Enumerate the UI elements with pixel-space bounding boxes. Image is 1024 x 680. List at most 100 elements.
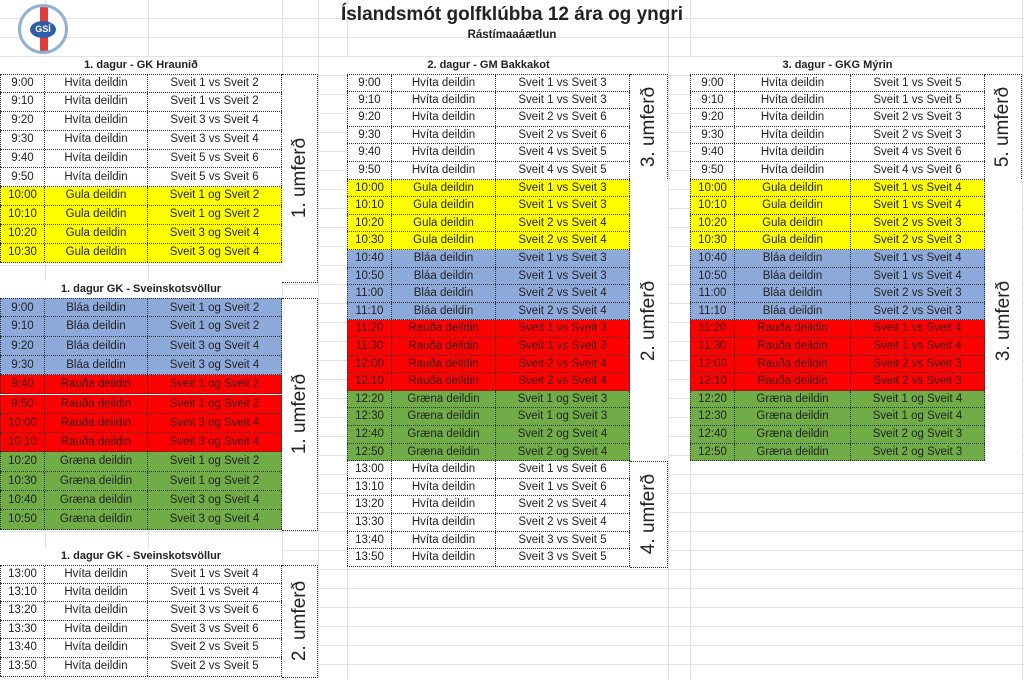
time-cell: 10:00 bbox=[690, 179, 735, 197]
table-row: 9:00 Hvíta deildin Sveit 1 vs Sveit 5 bbox=[690, 74, 985, 92]
match-cell: Sveit 1 og Sveit 3 bbox=[496, 408, 630, 425]
table-row: 9:40 Hvíta deildin Sveit 5 vs Sveit 6 bbox=[0, 149, 282, 169]
match-cell: Sveit 1 og Sveit 2 bbox=[148, 317, 282, 336]
division-cell: Hvíta deildin bbox=[392, 496, 496, 513]
table-row: 9:10 Bláa deildin Sveit 1 og Sveit 2 bbox=[0, 317, 282, 337]
time-cell: 9:00 bbox=[347, 75, 392, 91]
match-cell: Sveit 1 vs Sveit 3 bbox=[496, 338, 630, 355]
match-cell: Sveit 1 vs Sveit 4 bbox=[148, 583, 282, 602]
match-cell: Sveit 2 vs Sveit 3 bbox=[851, 232, 985, 249]
table-row: 9:10 Hvíta deildin Sveit 1 vs Sveit 2 bbox=[0, 92, 282, 112]
division-cell: Gula deildin bbox=[45, 225, 148, 244]
table-row: 10:30 Gula deildin Sveit 3 og Sveit 4 bbox=[0, 244, 282, 263]
table-row: 10:00 Rauða deildin Sveit 3 og Sveit 4 bbox=[0, 413, 282, 434]
round-label-cell: 3. umferð bbox=[630, 74, 668, 181]
time-cell: 13:20 bbox=[347, 496, 392, 513]
match-cell: Sveit 1 og Sveit 4 bbox=[851, 408, 985, 425]
time-cell: 13:00 bbox=[0, 566, 45, 583]
match-cell: Sveit 3 og Sveit 4 bbox=[148, 510, 282, 529]
time-cell: 10:10 bbox=[347, 197, 392, 214]
division-cell: Hvíta deildin bbox=[45, 566, 148, 583]
time-cell: 10:10 bbox=[0, 433, 45, 452]
match-cell: Sveit 2 og Sveit 3 bbox=[851, 443, 985, 461]
round-label-cell: 5. umferð bbox=[985, 74, 1022, 181]
division-cell: Bláa deildin bbox=[392, 285, 496, 302]
match-cell: Sveit 2 vs Sveit 3 bbox=[851, 373, 985, 390]
division-cell: Hvíta deildin bbox=[735, 109, 851, 126]
table-header: 1. dagur - GK Hraunið bbox=[0, 57, 282, 73]
division-cell: Hvíta deildin bbox=[392, 478, 496, 496]
division-cell: Hvíta deildin bbox=[45, 639, 148, 657]
division-cell: Hvíta deildin bbox=[45, 168, 148, 187]
table-row: 9:50 Hvíta deildin Sveit 4 vs Sveit 6 bbox=[690, 162, 985, 180]
division-cell: Gula deildin bbox=[735, 197, 851, 214]
time-cell: 11:30 bbox=[690, 338, 735, 355]
match-cell: Sveit 1 og Sveit 2 bbox=[148, 206, 282, 225]
round-label: 5. umferð bbox=[992, 87, 1013, 168]
table-row: 10:40 Bláa deildin Sveit 1 vs Sveit 4 bbox=[690, 250, 985, 268]
table-header: 2. dagur - GM Bakkakot bbox=[347, 57, 630, 73]
time-cell: 10:20 bbox=[690, 214, 735, 232]
table-row: 10:00 Gula deildin Sveit 1 vs Sveit 4 bbox=[690, 179, 985, 198]
match-cell: Sveit 3 og Sveit 4 bbox=[148, 355, 282, 375]
match-cell: Sveit 4 vs Sveit 6 bbox=[851, 144, 985, 161]
time-cell: 9:00 bbox=[690, 75, 735, 91]
table-row: 10:20 Gula deildin Sveit 2 vs Sveit 3 bbox=[690, 214, 985, 233]
match-cell: Sveit 2 vs Sveit 3 bbox=[851, 285, 985, 302]
time-cell: 10:00 bbox=[347, 179, 392, 197]
match-cell: Sveit 2 vs Sveit 3 bbox=[851, 302, 985, 320]
match-cell: Sveit 1 vs Sveit 4 bbox=[851, 250, 985, 267]
time-cell: 11:20 bbox=[347, 320, 392, 337]
division-cell: Hvíta deildin bbox=[392, 461, 496, 478]
table-row: 10:30 Gula deildin Sveit 2 vs Sveit 4 bbox=[347, 232, 630, 250]
time-cell: 12:20 bbox=[690, 390, 735, 408]
table-row: 10:10 Gula deildin Sveit 1 vs Sveit 3 bbox=[347, 197, 630, 215]
table-header: 3. dagur - GKG Mýrin bbox=[690, 57, 985, 73]
division-cell: Hvíta deildin bbox=[45, 130, 148, 149]
table-row: 11:20 Rauða deildin Sveit 1 vs Sveit 4 bbox=[690, 320, 985, 338]
table-row: 10:50 Bláa deildin Sveit 1 vs Sveit 3 bbox=[347, 267, 630, 286]
round-label-cell: 1. umferð bbox=[282, 298, 318, 531]
table-row: 9:20 Hvíta deildin Sveit 3 vs Sveit 4 bbox=[0, 111, 282, 131]
match-cell: Sveit 1 vs Sveit 6 bbox=[496, 461, 630, 478]
time-cell: 10:50 bbox=[690, 267, 735, 285]
match-cell: Sveit 1 og Sveit 4 bbox=[851, 390, 985, 408]
match-cell: Sveit 3 og Sveit 4 bbox=[148, 244, 282, 262]
match-cell: Sveit 3 vs Sveit 5 bbox=[496, 549, 630, 566]
table-row: 9:20 Hvíta deildin Sveit 2 vs Sveit 6 bbox=[347, 109, 630, 127]
time-cell: 10:30 bbox=[690, 232, 735, 249]
table-header: 1. dagur GK - Sveinskotsvöllur bbox=[0, 281, 282, 297]
match-cell: Sveit 2 vs Sveit 3 bbox=[851, 126, 985, 144]
table-row: 9:30 Hvíta deildin Sveit 2 vs Sveit 3 bbox=[690, 126, 985, 145]
time-cell: 11:10 bbox=[347, 302, 392, 320]
table-row: 10:40 Bláa deildin Sveit 1 vs Sveit 3 bbox=[347, 250, 630, 268]
time-cell: 9:20 bbox=[0, 111, 45, 130]
logo-text: GSÍ bbox=[30, 21, 56, 38]
table-row: 9:50 Rauða deildin Sveit 1 og Sveit 2 bbox=[0, 394, 282, 414]
time-cell: 9:40 bbox=[0, 149, 45, 168]
table-row: 11:30 Rauða deildin Sveit 1 vs Sveit 3 bbox=[347, 338, 630, 356]
table-row: 12:10 Rauða deildin Sveit 2 vs Sveit 4 bbox=[347, 373, 630, 391]
match-cell: Sveit 3 og Sveit 4 bbox=[148, 433, 282, 452]
time-cell: 13:10 bbox=[0, 583, 45, 602]
time-cell: 10:40 bbox=[0, 491, 45, 510]
division-cell: Gula deildin bbox=[45, 244, 148, 262]
time-cell: 12:10 bbox=[347, 373, 392, 390]
time-cell: 12:10 bbox=[690, 373, 735, 390]
table-row: 13:50 Hvíta deildin Sveit 3 vs Sveit 5 bbox=[347, 549, 630, 567]
time-cell: 12:50 bbox=[690, 443, 735, 461]
division-cell: Græna deildin bbox=[45, 471, 148, 490]
match-cell: Sveit 1 vs Sveit 4 bbox=[148, 566, 282, 583]
time-cell: 9:30 bbox=[347, 126, 392, 144]
division-cell: Hvíta deildin bbox=[392, 109, 496, 126]
division-cell: Hvíta deildin bbox=[392, 514, 496, 531]
time-cell: 11:30 bbox=[347, 338, 392, 355]
division-cell: Rauða deildin bbox=[45, 375, 148, 394]
division-cell: Gula deildin bbox=[735, 232, 851, 249]
match-cell: Sveit 1 og Sveit 2 bbox=[148, 394, 282, 413]
table-row: 11:10 Bláa deildin Sveit 2 vs Sveit 3 bbox=[690, 302, 985, 321]
division-cell: Rauða deildin bbox=[45, 433, 148, 452]
time-cell: 11:20 bbox=[690, 320, 735, 337]
table-row: 10:30 Græna deildin Sveit 1 og Sveit 2 bbox=[0, 471, 282, 491]
table-row: 12:00 Rauða deildin Sveit 2 vs Sveit 4 bbox=[347, 355, 630, 374]
